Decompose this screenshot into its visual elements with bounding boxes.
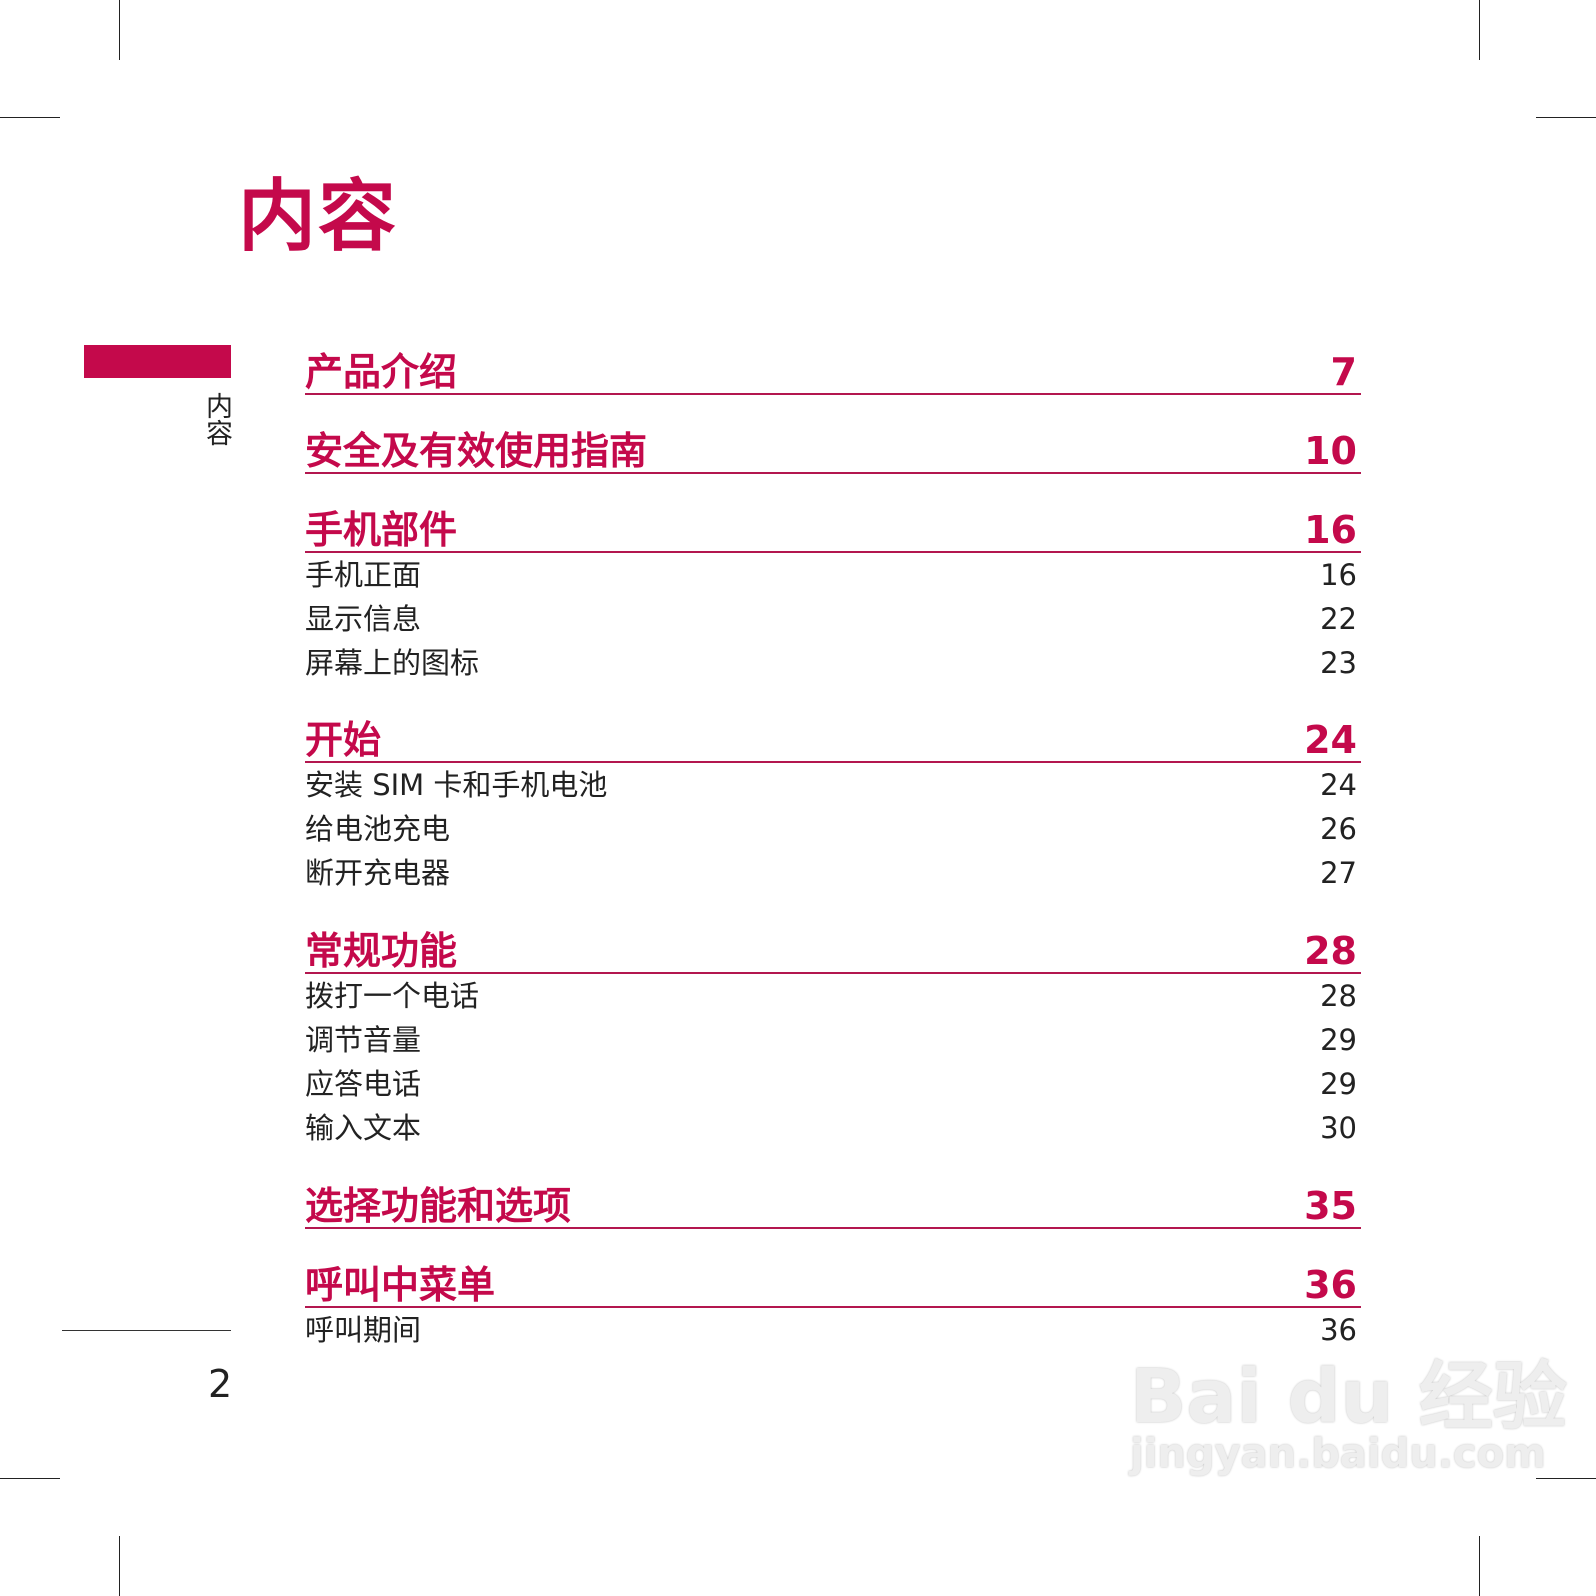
toc-section: 手机部件 16 手机正面 16 显示信息 22 屏幕上的图标 23 <box>305 499 1361 685</box>
entry-page: 23 <box>1320 646 1357 680</box>
section-page: 24 <box>1304 718 1357 762</box>
section-title: 开始 <box>305 718 382 762</box>
side-tab-label: 内容 <box>201 392 232 446</box>
toc-entry[interactable]: 屏幕上的图标 23 <box>305 641 1361 685</box>
toc-entry[interactable]: 拨打一个电话 28 <box>305 974 1361 1018</box>
toc-entry[interactable]: 应答电话 29 <box>305 1062 1361 1106</box>
crop-mark <box>119 1536 120 1596</box>
entry-page: 29 <box>1320 1023 1357 1057</box>
entry-label: 断开充电器 <box>305 856 451 890</box>
toc-section: 选择功能和选项 35 <box>305 1175 1361 1229</box>
entry-page: 29 <box>1320 1067 1357 1101</box>
entry-label: 呼叫期间 <box>305 1313 422 1347</box>
page-title: 内容 <box>238 172 399 262</box>
watermark-url: jingyan.baidu.com <box>1130 1431 1546 1477</box>
section-page: 16 <box>1304 508 1357 552</box>
crop-mark <box>1536 1478 1596 1479</box>
entry-page: 28 <box>1320 979 1357 1013</box>
toc-entry[interactable]: 呼叫期间 36 <box>305 1308 1361 1352</box>
entry-page: 27 <box>1320 856 1357 890</box>
crop-mark <box>1479 1536 1480 1596</box>
toc-section-heading[interactable]: 手机部件 16 <box>305 499 1361 553</box>
entry-page: 30 <box>1320 1111 1357 1145</box>
crop-mark <box>1536 117 1596 118</box>
toc-entry[interactable]: 给电池充电 26 <box>305 807 1361 851</box>
toc-section-heading[interactable]: 呼叫中菜单 36 <box>305 1254 1361 1308</box>
crop-mark <box>1479 0 1480 60</box>
section-title: 产品介绍 <box>305 350 458 394</box>
toc-section-heading[interactable]: 安全及有效使用指南 10 <box>305 420 1361 474</box>
toc-entry[interactable]: 调节音量 29 <box>305 1018 1361 1062</box>
page-number: 2 <box>208 1362 233 1406</box>
entry-label: 应答电话 <box>305 1067 422 1101</box>
entry-label: 调节音量 <box>305 1023 422 1057</box>
crop-mark <box>119 0 120 60</box>
toc-entry[interactable]: 输入文本 30 <box>305 1106 1361 1150</box>
toc-section: 安全及有效使用指南 10 <box>305 420 1361 474</box>
watermark-logo: Bai du 经验 <box>1130 1354 1567 1440</box>
toc-entry[interactable]: 安装 SIM 卡和手机电池 24 <box>305 763 1361 807</box>
section-title: 安全及有效使用指南 <box>305 429 648 473</box>
section-page: 10 <box>1304 429 1357 473</box>
section-page: 35 <box>1304 1184 1357 1228</box>
toc-section-heading[interactable]: 开始 24 <box>305 709 1361 763</box>
entry-page: 16 <box>1320 558 1357 592</box>
section-title: 手机部件 <box>305 508 458 552</box>
section-title: 常规功能 <box>305 929 458 973</box>
crop-mark <box>0 117 60 118</box>
entry-label: 安装 SIM 卡和手机电池 <box>305 768 608 802</box>
toc-entry[interactable]: 显示信息 22 <box>305 597 1361 641</box>
toc-section-heading[interactable]: 选择功能和选项 35 <box>305 1175 1361 1229</box>
entry-label: 输入文本 <box>305 1111 422 1145</box>
toc-entry[interactable]: 手机正面 16 <box>305 553 1361 597</box>
toc-section: 产品介绍 7 <box>305 341 1361 395</box>
entry-page: 22 <box>1320 602 1357 636</box>
toc-section: 呼叫中菜单 36 呼叫期间 36 <box>305 1254 1361 1352</box>
baidu-watermark: Bai du 经验 jingyan.baidu.com <box>1130 1360 1567 1474</box>
footer-divider <box>62 1330 231 1331</box>
entry-label: 拨打一个电话 <box>305 979 480 1013</box>
toc-section: 开始 24 安装 SIM 卡和手机电池 24 给电池充电 26 断开充电器 27 <box>305 709 1361 895</box>
entry-label: 显示信息 <box>305 602 422 636</box>
toc-entry[interactable]: 断开充电器 27 <box>305 851 1361 895</box>
toc-section-heading[interactable]: 产品介绍 7 <box>305 341 1361 395</box>
toc-section: 常规功能 28 拨打一个电话 28 调节音量 29 应答电话 29 输入文本 3… <box>305 920 1361 1150</box>
entry-page: 26 <box>1320 812 1357 846</box>
section-page: 36 <box>1304 1263 1357 1307</box>
entry-page: 36 <box>1320 1313 1357 1347</box>
toc-section-heading[interactable]: 常规功能 28 <box>305 920 1361 974</box>
side-tab-bar <box>84 345 231 378</box>
entry-label: 给电池充电 <box>305 812 451 846</box>
section-page: 7 <box>1330 350 1357 394</box>
entry-page: 24 <box>1320 768 1357 802</box>
section-title: 呼叫中菜单 <box>305 1263 496 1307</box>
section-page: 28 <box>1304 929 1357 973</box>
entry-label: 手机正面 <box>305 558 422 592</box>
section-title: 选择功能和选项 <box>305 1184 572 1228</box>
entry-label: 屏幕上的图标 <box>305 646 480 680</box>
crop-mark <box>0 1478 60 1479</box>
